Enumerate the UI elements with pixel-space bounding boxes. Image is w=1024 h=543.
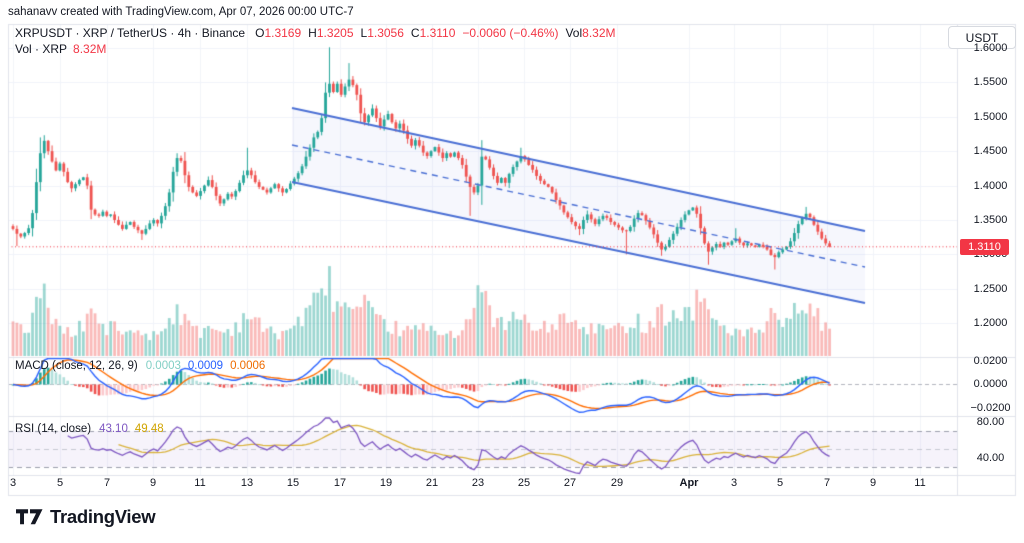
low-label: L (360, 26, 368, 40)
rsi-legend[interactable]: RSI (14, close) 43.10 49.48 (15, 423, 171, 435)
time-tick-label-4: 11 (194, 477, 206, 489)
tradingview-logo-icon (16, 509, 43, 525)
macd-hist-value: 0.0003 (145, 360, 181, 372)
price-tick-label-0: 1.6000 (973, 42, 1008, 54)
rsi-tick-label-1: 40.00 (976, 452, 1005, 464)
time-tick-label-5: 13 (240, 477, 254, 489)
volume-value: 8.32M (582, 26, 616, 40)
time-tick-label-2: 7 (103, 477, 111, 489)
macd-tick-label-0: 0.0200 (973, 355, 1008, 367)
time-tick-label-11: 25 (517, 477, 531, 489)
macd-legend[interactable]: MACD (close, 12, 26, 9) 0.0003 0.0009 0.… (15, 360, 272, 372)
time-tick-label-13: 29 (610, 477, 624, 489)
macd-label: MACD (close, 12, 26, 9) (15, 360, 138, 372)
macd-line-value: 0.0009 (187, 360, 224, 372)
price-tick-label-8: 1.2000 (973, 317, 1008, 329)
time-tick-label-17: 7 (823, 477, 831, 489)
close-value: 1.3110 (419, 26, 456, 40)
change-value: −0.0060 (−0.46%) (462, 26, 559, 40)
macd-signal-value: 0.0006 (230, 360, 266, 372)
low-value: 1.3056 (367, 26, 404, 40)
time-tick-label-0: 3 (9, 477, 17, 489)
time-tick-label-16: 5 (776, 477, 784, 489)
volume-legend[interactable]: Vol · XRP 8.32M (15, 42, 106, 56)
price-tick-label-7: 1.2500 (973, 283, 1008, 295)
volume-row-value: 8.32M (73, 42, 107, 56)
time-tick-label-18: 9 (869, 477, 877, 489)
price-tick-label-3: 1.4500 (973, 145, 1008, 157)
time-tick-label-7: 17 (333, 477, 347, 489)
price-tick-label-2: 1.5000 (973, 111, 1008, 123)
time-tick-label-8: 19 (379, 477, 393, 489)
last-price-tag: 1.3110 (960, 239, 1009, 255)
rsi-value: 43.10 (99, 423, 128, 435)
tradingview-logo[interactable]: TradingView (16, 506, 156, 528)
currency-usdt-button[interactable]: USDT (948, 26, 1016, 49)
time-tick-label-1: 5 (56, 477, 64, 489)
price-tick-label-5: 1.3500 (973, 214, 1008, 226)
high-label: H (308, 26, 317, 40)
time-tick-label-19: 11 (914, 477, 926, 489)
volume-row-label: Vol · XRP (15, 42, 68, 56)
rsi-label: RSI (14, close) (15, 423, 92, 435)
macd-tick-label-1: 0.0000 (973, 378, 1008, 390)
volume-label: Vol (565, 26, 583, 40)
open-label: O (255, 26, 265, 40)
price-tick-label-4: 1.4000 (973, 180, 1008, 192)
time-tick-label-15: 3 (730, 477, 738, 489)
time-tick-label-12: 27 (563, 477, 577, 489)
open-value: 1.3169 (264, 26, 302, 40)
tradingview-logo-text: TradingView (50, 506, 156, 527)
high-value: 1.3205 (316, 26, 354, 40)
rsi-tick-label-0: 80.00 (976, 416, 1005, 428)
time-tick-label-6: 15 (286, 477, 300, 489)
symbol-title: XRPUSDT · XRP / TetherUS · 4h · Binance (15, 26, 246, 40)
rsi-ma-value: 49.48 (134, 423, 164, 435)
price-tick-label-1: 1.5500 (973, 76, 1008, 88)
symbol-legend[interactable]: XRPUSDT · XRP / TetherUS · 4h · Binance … (15, 26, 623, 40)
time-tick-label-14: Apr (679, 477, 699, 489)
time-tick-label-3: 9 (149, 477, 157, 489)
macd-tick-label-2: −0.0200 (970, 402, 1011, 414)
time-tick-label-10: 23 (471, 477, 485, 489)
close-label: C (410, 26, 420, 40)
time-tick-label-9: 21 (425, 477, 439, 489)
